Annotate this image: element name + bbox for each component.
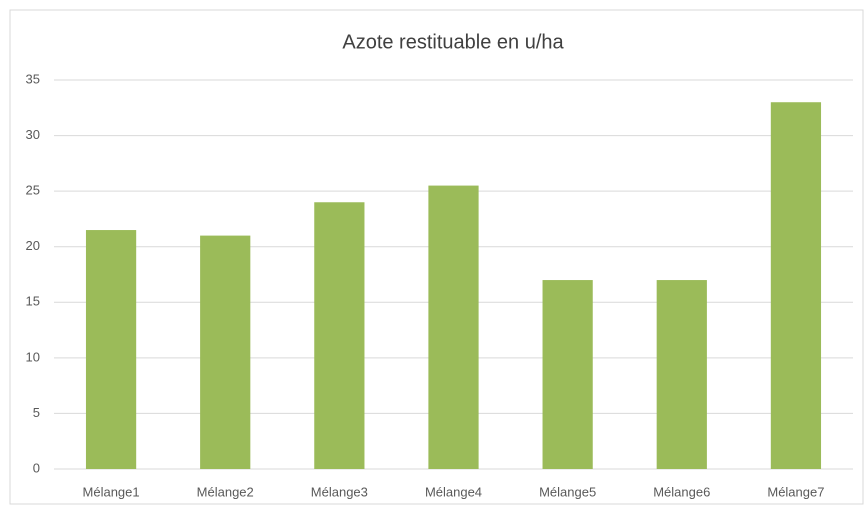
x-tick-label: Mélange1 xyxy=(83,484,140,499)
bar xyxy=(770,102,822,469)
x-tick-label: Mélange3 xyxy=(311,484,368,499)
y-tick-label: 35 xyxy=(26,71,40,86)
y-tick-label: 30 xyxy=(26,127,40,142)
bar xyxy=(314,202,365,469)
x-tick-label: Mélange5 xyxy=(539,484,596,499)
y-tick-label: 0 xyxy=(33,460,40,475)
y-tick-label: 10 xyxy=(26,349,40,364)
bar xyxy=(542,280,593,469)
y-tick-label: 20 xyxy=(26,238,40,253)
bar xyxy=(85,230,137,469)
x-tick-label: Mélange6 xyxy=(653,484,710,499)
y-tick-label: 5 xyxy=(33,405,40,420)
bar xyxy=(200,235,251,469)
bar xyxy=(656,280,707,469)
bar xyxy=(428,185,479,470)
x-tick-label: Mélange4 xyxy=(425,484,482,499)
x-tick-label: Mélange7 xyxy=(767,484,824,499)
x-tick-label: Mélange2 xyxy=(197,484,254,499)
y-tick-label: 25 xyxy=(26,183,40,198)
y-tick-label: 15 xyxy=(26,294,40,309)
chart-title: Azote restituable en u/ha xyxy=(342,31,564,53)
